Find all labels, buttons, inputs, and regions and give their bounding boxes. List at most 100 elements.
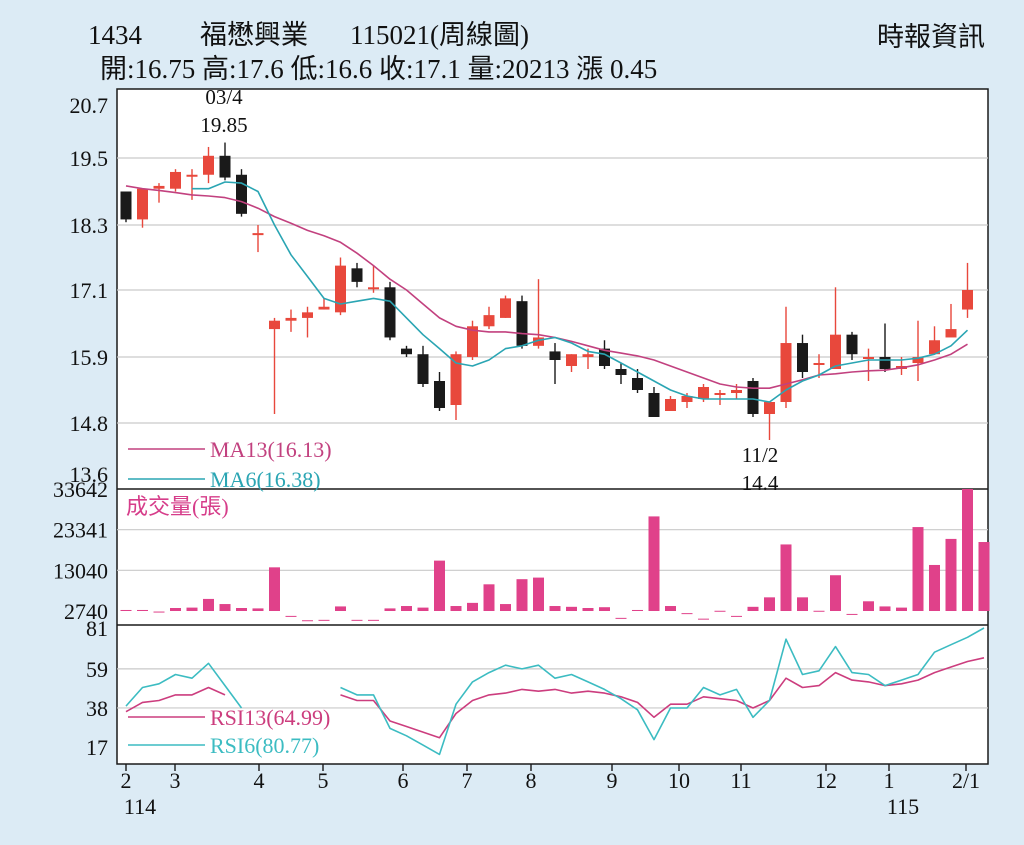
rsi-y-tick: 81 <box>86 616 108 641</box>
low-date-annotation: 11/2 <box>742 443 779 467</box>
volume-bar <box>368 619 379 621</box>
candle-body <box>368 287 379 290</box>
x-month-label: 11 <box>730 768 751 793</box>
volume-bar <box>632 609 643 611</box>
candle-body <box>632 378 643 390</box>
volume-bar <box>731 615 742 617</box>
x-month-label: 3 <box>170 768 181 793</box>
candle-body <box>120 191 132 220</box>
candle-body <box>153 185 165 189</box>
candle-body <box>764 402 775 414</box>
candle-body <box>219 155 231 178</box>
price-y-tick: 20.7 <box>70 93 109 118</box>
candle-body <box>566 354 577 366</box>
volume-bar <box>813 610 825 612</box>
candle-body <box>384 287 396 338</box>
volume-bar <box>582 607 594 611</box>
candle-body <box>681 396 693 402</box>
volume-bar <box>434 560 445 611</box>
volume-bar <box>863 601 874 611</box>
volume-bar <box>764 597 775 611</box>
candle-body <box>780 343 792 402</box>
x-month-label: 7 <box>462 768 473 793</box>
rsi6-legend-label: RSI6(80.77) <box>210 733 319 758</box>
volume-bar <box>219 604 231 611</box>
candle-body <box>599 348 610 366</box>
volume-bar <box>483 584 495 611</box>
volume-bar <box>599 607 610 611</box>
volume-bar <box>137 609 148 611</box>
volume-bar <box>879 606 891 611</box>
candle-body <box>549 351 561 360</box>
rsi-y-tick: 38 <box>86 696 108 721</box>
candle-body <box>879 357 891 369</box>
x-year-label: 115 <box>887 794 919 819</box>
rsi6-line <box>340 627 985 756</box>
candle-body <box>186 174 198 177</box>
price-y-tick: 13.6 <box>70 462 109 487</box>
volume-bar <box>648 516 660 611</box>
volume-bar <box>120 609 132 611</box>
x-month-label: 2/1 <box>952 768 980 793</box>
x-month-label: 8 <box>526 768 537 793</box>
x-month-label: 6 <box>398 768 409 793</box>
volume-bar <box>533 577 544 611</box>
candle-body <box>285 317 297 321</box>
volume-bar <box>351 619 363 621</box>
candle-body <box>582 354 594 357</box>
rsi-y-tick: 17 <box>86 735 108 760</box>
quote-line: 開:16.75 高:17.6 低:16.6 收:17.1 量:20213 漲 0… <box>100 54 657 84</box>
x-month-label: 9 <box>607 768 618 793</box>
volume-bar <box>467 602 478 611</box>
volume-bar <box>566 606 577 611</box>
price-y-tick: 17.1 <box>70 278 109 303</box>
candle-body <box>252 233 264 236</box>
volume-bar <box>698 618 709 620</box>
volume-bar <box>846 613 858 615</box>
volume-bar <box>714 610 726 612</box>
volume-bar <box>516 579 528 611</box>
candle-body <box>731 390 742 393</box>
candle-body <box>962 290 973 310</box>
candle-body <box>797 343 808 372</box>
candle-body <box>648 393 660 417</box>
volume-bar <box>912 527 924 611</box>
volume-title: 成交量(張) <box>126 494 229 519</box>
volume-bar <box>978 542 990 611</box>
volume-bar <box>269 567 280 611</box>
candle-body <box>434 381 445 408</box>
candle-body <box>846 334 858 355</box>
volume-y-tick: 23341 <box>53 518 108 543</box>
volume-bar <box>335 606 346 611</box>
low-value-annotation: 14.4 <box>742 471 779 495</box>
plot-frame <box>116 88 989 765</box>
candle-body <box>698 387 709 399</box>
high-value-annotation: 19.85 <box>200 113 247 137</box>
candle-body <box>830 334 841 369</box>
rsi13-legend-label: RSI13(64.99) <box>210 705 330 730</box>
x-month-label: 2 <box>121 768 132 793</box>
candle-body <box>351 268 363 282</box>
candle-body <box>945 329 957 338</box>
candle-body <box>302 312 313 318</box>
x-month-label: 1 <box>884 768 895 793</box>
candle-body <box>516 301 528 346</box>
volume-bar <box>665 606 676 611</box>
x-month-label: 4 <box>254 768 265 793</box>
candle-body <box>665 399 676 411</box>
volume-bar <box>896 607 907 611</box>
stock-code: 1434 <box>88 20 143 50</box>
price-y-tick: 14.8 <box>70 411 109 436</box>
candle-body <box>203 155 214 175</box>
stock-name: 福懋興業 <box>200 20 308 50</box>
candle-body <box>615 369 627 375</box>
volume-y-tick: 33642 <box>53 477 108 502</box>
volume-y-tick: 13040 <box>53 558 108 583</box>
candle-body <box>236 174 247 214</box>
candle-body <box>533 337 544 346</box>
candle-body <box>714 393 726 395</box>
rsi-y-tick: 59 <box>86 657 108 682</box>
volume-bar <box>318 619 330 621</box>
volume-bar <box>186 607 198 611</box>
